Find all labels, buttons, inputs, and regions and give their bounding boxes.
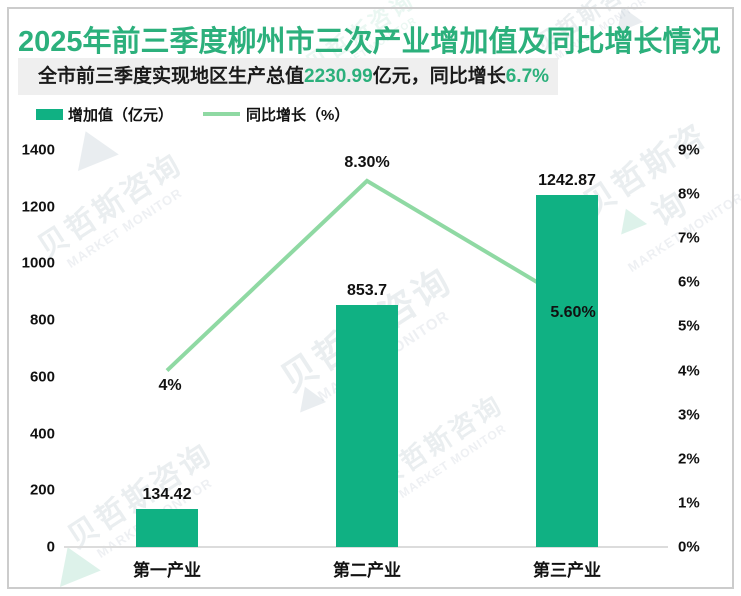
y-axis-left-tick-label: 800: [29, 311, 55, 329]
line-point-label: 8.30%: [344, 153, 390, 171]
y-axis-right-tick-label: 4%: [678, 362, 700, 380]
line-point-label: 5.60%: [550, 303, 596, 321]
subtitle-band: 全市前三季度实现地区生产总值2230.99亿元，同比增长6.7%: [18, 58, 558, 95]
y-axis-right-tick-label: 0%: [678, 538, 700, 556]
y-axis-right-tick-label: 3%: [678, 406, 700, 424]
y-axis-left-tick-label: 200: [29, 481, 55, 499]
legend: 增加值（亿元） 同比增长（%）: [36, 103, 379, 125]
y-axis-right-tick-label: 1%: [678, 494, 700, 512]
subtitle-gdp-value: 2230.99: [304, 66, 373, 87]
bar-value-label: 134.42: [142, 485, 192, 503]
y-axis-left-tick-label: 0: [46, 538, 55, 556]
bar-value-label: 853.7: [346, 281, 388, 299]
y-axis-right-tick-label: 9%: [678, 141, 700, 159]
subtitle-growth-value: 6.7%: [505, 66, 550, 87]
bar-value-label: 1242.87: [538, 171, 596, 189]
subtitle-text: 亿元，同比增长: [372, 66, 506, 87]
line-point-label: 4%: [158, 376, 182, 394]
y-axis-right-tick-label: 5%: [678, 317, 700, 335]
y-axis-right-tick-label: 8%: [678, 185, 700, 203]
chart-title: 2025年前三季度柳州市三次产业增加值及同比增长情况: [18, 26, 721, 58]
x-axis-category-label: 第三产业: [533, 561, 601, 580]
legend-label: 增加值（亿元）: [68, 106, 174, 124]
y-axis-left-tick-label: 1000: [21, 254, 55, 272]
y-axis-left-tick-label: 600: [29, 368, 55, 386]
x-axis-category-label: 第二产业: [333, 561, 401, 580]
y-axis-right-tick-label: 2%: [678, 450, 700, 468]
y-axis-left-tick-label: 1400: [21, 141, 55, 159]
legend-item-bar-series: 增加值（亿元）: [36, 104, 173, 125]
line-series-swatch-icon: [203, 112, 241, 116]
bar-series-swatch-icon: [36, 108, 63, 120]
bar-第一产业: [136, 508, 198, 547]
legend-item-line-series: 同比增长（%）: [203, 104, 349, 125]
y-axis-left-tick-label: 400: [29, 425, 55, 443]
subtitle-text: 全市前三季度实现地区生产总值: [38, 66, 305, 87]
y-axis-right-tick-label: 6%: [678, 273, 700, 291]
x-axis-category-label: 第一产业: [133, 561, 201, 580]
x-axis-line: [64, 546, 668, 548]
legend-label: 同比增长（%）: [246, 106, 350, 124]
y-axis-right-tick-label: 7%: [678, 229, 700, 247]
bar-第二产业: [336, 304, 398, 547]
y-axis-left-tick-label: 1200: [21, 198, 55, 216]
bar-第三产业: [536, 194, 598, 547]
